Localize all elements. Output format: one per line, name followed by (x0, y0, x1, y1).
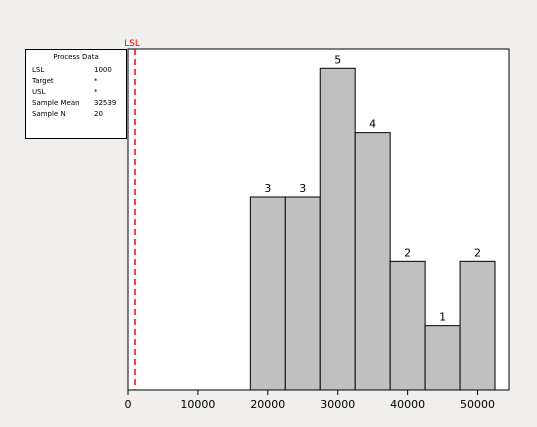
process-data-label: LSL (32, 66, 44, 74)
process-data-row-lsl: LSL 1000 (32, 66, 122, 76)
process-data-box: Process Data LSL 1000 Target * USL * Sam… (25, 49, 127, 139)
process-data-value: 1000 (94, 66, 112, 74)
bar-count-label: 5 (334, 53, 341, 66)
process-data-label: Sample N (32, 110, 66, 118)
histogram-bar (320, 68, 355, 390)
lsl-label: LSL (124, 39, 140, 49)
histogram-bar (425, 326, 460, 390)
process-data-row-usl: USL * (32, 88, 122, 98)
bar-count-label: 3 (264, 182, 271, 195)
histogram-bar (355, 133, 390, 390)
process-data-value: * (94, 88, 98, 96)
bar-count-label: 2 (474, 246, 481, 259)
bar-count-label: 1 (439, 311, 446, 324)
histogram-bar (390, 261, 425, 390)
histogram-bar (250, 197, 285, 390)
process-data-value: 20 (94, 110, 103, 118)
histogram-bar (460, 261, 495, 390)
process-data-label: Sample Mean (32, 99, 80, 107)
process-data-row-target: Target * (32, 77, 122, 87)
process-data-title: Process Data (26, 53, 126, 61)
histogram-bar (285, 197, 320, 390)
x-tick-label: 20000 (250, 398, 285, 411)
process-data-row-sample-n: Sample N 20 (32, 110, 122, 120)
x-tick-label: 50000 (460, 398, 495, 411)
process-data-label: Target (32, 77, 54, 85)
process-data-value: * (94, 77, 98, 85)
process-data-label: USL (32, 88, 45, 96)
bar-count-label: 2 (404, 246, 411, 259)
x-tick-label: 40000 (390, 398, 425, 411)
process-data-value: 32539 (94, 99, 116, 107)
bar-count-label: 3 (299, 182, 306, 195)
x-tick-label: 30000 (320, 398, 355, 411)
process-data-row-sample-mean: Sample Mean 32539 (32, 99, 122, 109)
x-tick-label: 0 (125, 398, 132, 411)
x-tick-label: 10000 (180, 398, 215, 411)
bar-count-label: 4 (369, 118, 376, 131)
